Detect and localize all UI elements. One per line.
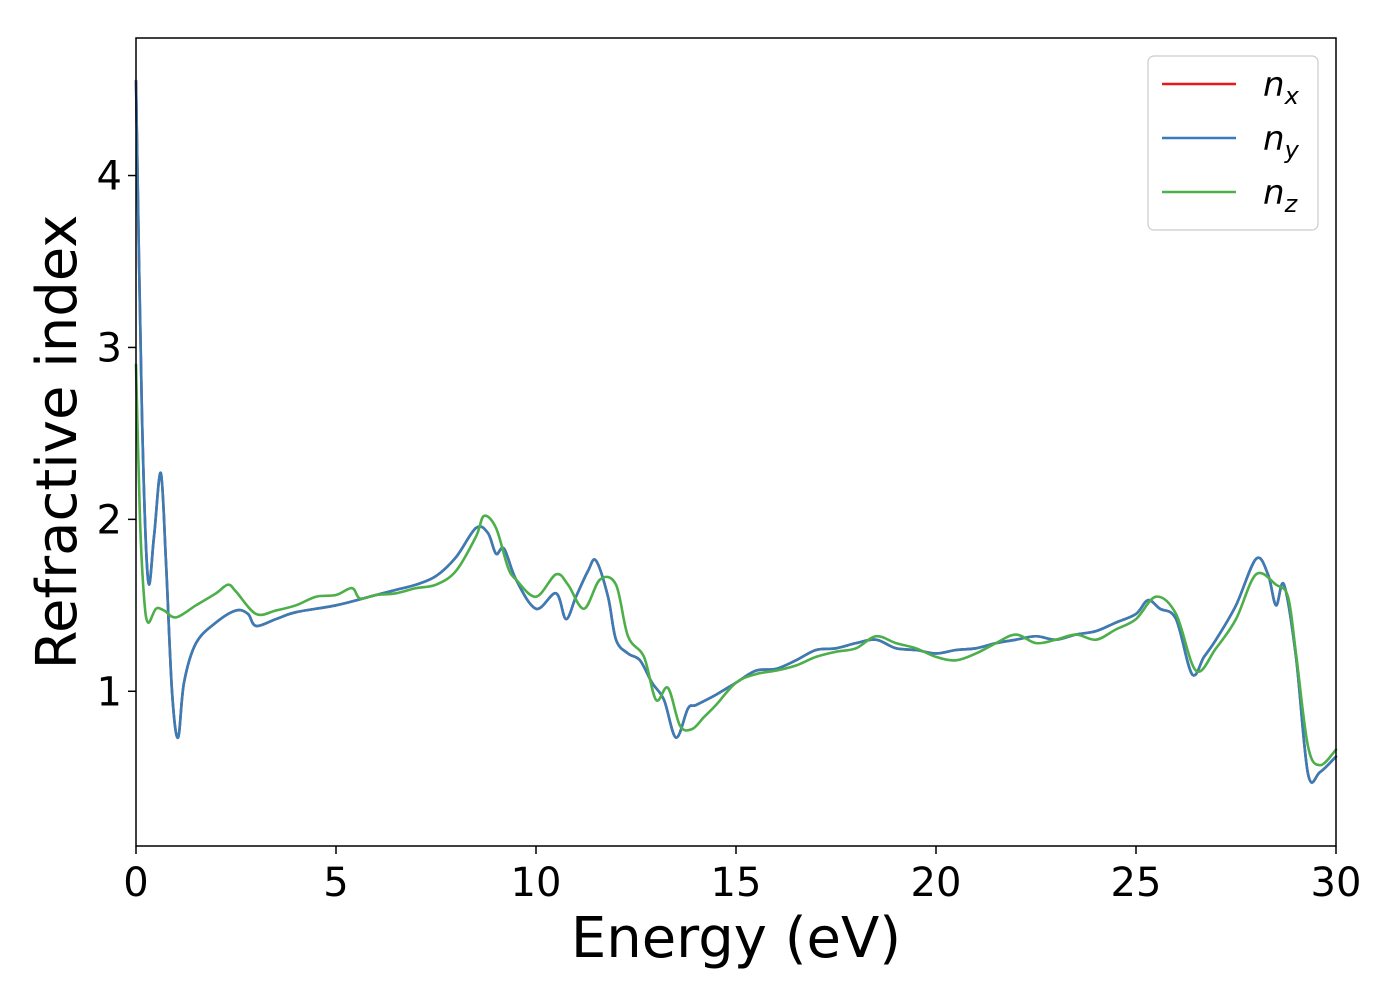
legend-label-base: n [1263,119,1285,159]
x-tick-label: 10 [511,860,562,906]
legend-label-base: n [1263,173,1285,213]
legend-label-subscript: y [1284,136,1300,164]
legend-label-nx: nx [1263,65,1300,110]
legend-label-base: n [1263,65,1285,105]
y-tick-label: 1 [97,669,122,715]
x-axis: 0 5 10 15 20 25 30 [123,846,1361,906]
y-tick-label: 2 [97,497,122,543]
legend-label-nz: nz [1263,173,1299,218]
y-tick-label: 3 [97,325,122,371]
x-axis-title: Energy (eV) [571,906,901,971]
x-tick-label: 20 [911,860,962,906]
series-line-nz [134,363,1338,767]
y-tick-label: 4 [97,154,122,200]
legend-label-subscript: z [1284,190,1299,218]
legend-box [1147,55,1319,231]
x-tick-label: 30 [1311,860,1362,906]
series-line-ny [134,79,1338,784]
series-layer [134,79,1338,784]
x-tick-label: 15 [711,860,762,906]
legend-label-subscript: x [1284,82,1300,110]
legend-label-ny: ny [1263,119,1300,164]
x-tick-label: 25 [1111,860,1162,906]
y-axis: 1 2 3 4 [97,154,136,715]
x-tick-label: 5 [323,860,348,906]
y-axis-title: Refractive index [25,215,90,670]
x-tick-label: 0 [123,860,148,906]
